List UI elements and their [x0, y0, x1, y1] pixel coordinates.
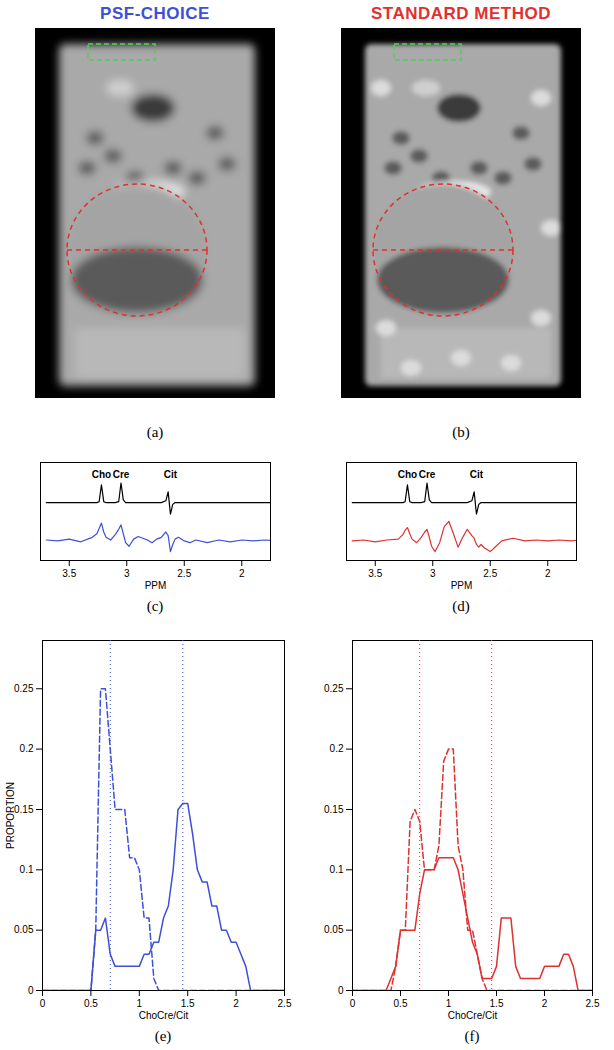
svg-text:Cho: Cho	[92, 469, 111, 480]
svg-text:1.5: 1.5	[181, 998, 195, 1009]
html-text:(d): (d)	[452, 598, 470, 614]
svg-text:0.25: 0.25	[324, 683, 344, 694]
svg-text:2: 2	[545, 568, 551, 579]
html-text:(c): (c)	[146, 598, 164, 614]
svg-text:2.5: 2.5	[586, 998, 600, 1009]
svg-text:Cit: Cit	[470, 469, 484, 480]
html-text:PSF-CHOICE: PSF-CHOICE	[100, 4, 210, 23]
svg-text:0: 0	[350, 998, 356, 1009]
svg-text:2.5: 2.5	[483, 568, 497, 579]
svg-text:0.25: 0.25	[14, 683, 34, 694]
svg-text:PPM: PPM	[145, 580, 167, 591]
svg-text:PROPORTION: PROPORTION	[5, 782, 16, 849]
svg-text:0.1: 0.1	[330, 864, 344, 875]
svg-text:1.5: 1.5	[490, 998, 504, 1009]
svg-text:ChoCre/Cit: ChoCre/Cit	[139, 1010, 189, 1021]
svg-text:Cre: Cre	[113, 469, 130, 480]
svg-text:3.5: 3.5	[368, 568, 382, 579]
html-text:(f): (f)	[464, 1028, 480, 1044]
html-text:(e): (e)	[154, 1028, 172, 1044]
svg-text:0: 0	[338, 985, 344, 996]
svg-text:0.5: 0.5	[84, 998, 98, 1009]
svg-text:0.15: 0.15	[324, 804, 344, 815]
svg-text:3: 3	[430, 568, 436, 579]
svg-text:0.15: 0.15	[14, 804, 34, 815]
svg-text:PPM: PPM	[451, 580, 473, 591]
svg-text:ChoCre/Cit: ChoCre/Cit	[448, 1010, 498, 1021]
svg-text:1: 1	[446, 998, 452, 1009]
svg-text:0.1: 0.1	[20, 864, 34, 875]
svg-text:2: 2	[542, 998, 548, 1009]
svg-text:Cre: Cre	[419, 469, 436, 480]
svg-text:2: 2	[233, 998, 239, 1009]
svg-text:0: 0	[28, 985, 34, 996]
svg-text:0.2: 0.2	[20, 743, 34, 754]
html-text:STANDARD METHOD: STANDARD METHOD	[371, 4, 551, 23]
svg-text:3: 3	[124, 568, 130, 579]
svg-text:0.5: 0.5	[394, 998, 408, 1009]
svg-text:0.2: 0.2	[330, 743, 344, 754]
svg-text:2.5: 2.5	[177, 568, 191, 579]
svg-text:1: 1	[137, 998, 143, 1009]
svg-text:2: 2	[239, 568, 245, 579]
html-text:(b): (b)	[452, 424, 470, 440]
svg-text:3.5: 3.5	[62, 568, 76, 579]
svg-text:0.05: 0.05	[324, 924, 344, 935]
svg-text:2.5: 2.5	[278, 998, 292, 1009]
svg-text:Cit: Cit	[164, 469, 178, 480]
html-text:(a): (a)	[146, 424, 164, 440]
svg-text:0.05: 0.05	[14, 924, 34, 935]
svg-text:0: 0	[40, 998, 46, 1009]
svg-text:Cho: Cho	[398, 469, 417, 480]
